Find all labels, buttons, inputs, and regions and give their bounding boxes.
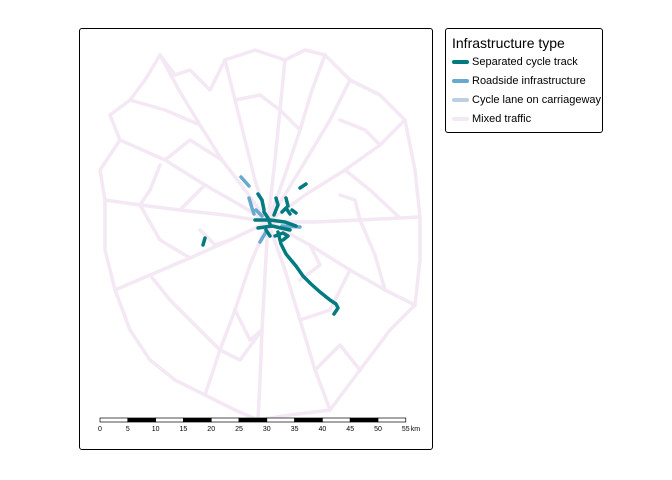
scale-segment: [322, 417, 351, 423]
scale-tick-label: 50: [374, 426, 382, 433]
legend-item-separated-cycle-track: Separated cycle track: [452, 55, 602, 69]
scale-segment: [99, 417, 129, 423]
scale-tick-label: 40: [319, 426, 327, 433]
scale-tick-label: 35: [291, 426, 299, 433]
scale-unit-label: km: [411, 426, 421, 433]
legend-item-cycle-lane: Cycle lane on carriageway: [452, 93, 602, 107]
scale-segment: [183, 417, 212, 423]
scale-bar-segments: [99, 417, 407, 423]
legend-item-roadside-infrastructure: Roadside infrastructure: [452, 74, 602, 88]
scale-segment: [238, 417, 268, 423]
legend-swatch-separated-cycle-track: [452, 60, 469, 64]
legend-swatch-roadside-infrastructure: [452, 79, 469, 83]
map-legend: Infrastructure type Separated cycle trac…: [445, 28, 603, 133]
legend-item-mixed-traffic: Mixed traffic: [452, 112, 602, 126]
scale-tick-label: 55: [402, 426, 410, 433]
scale-tick-label: 15: [180, 426, 188, 433]
legend-swatch-cycle-lane: [452, 98, 469, 102]
legend-title: Infrastructure type: [452, 35, 565, 51]
scale-tick-label: 5: [126, 426, 130, 433]
scale-bar-labels: 0 5 10 15 20 25 30 35 40 45 50 55 km: [98, 426, 420, 433]
scale-segment: [210, 417, 240, 423]
legend-label: Roadside infrastructure: [472, 75, 586, 87]
scale-tick-label: 45: [346, 426, 354, 433]
scale-segment: [349, 417, 379, 423]
scale-tick-label: 0: [98, 426, 102, 433]
mixed-traffic-network: [98, 48, 422, 422]
legend-label: Mixed traffic: [472, 113, 532, 125]
scale-tick-label: 20: [207, 426, 215, 433]
scale-tick-label: 30: [263, 426, 271, 433]
scale-segment: [127, 417, 156, 423]
legend-swatch-mixed-traffic: [452, 117, 469, 121]
legend-label: Separated cycle track: [472, 56, 578, 68]
scale-tick-label: 25: [235, 426, 243, 433]
scale-segment: [266, 417, 295, 423]
separated-cycle-track-lines: [201, 182, 340, 316]
scale-segment: [377, 417, 407, 423]
scale-tick-label: 10: [152, 426, 160, 433]
legend-label: Cycle lane on carriageway: [472, 94, 602, 106]
scale-bar: 0 5 10 15 20 25 30 35 40 45 50 55 km: [98, 417, 420, 433]
map-panel: [79, 28, 433, 450]
scale-segment: [294, 417, 323, 423]
scale-segment: [155, 417, 184, 423]
